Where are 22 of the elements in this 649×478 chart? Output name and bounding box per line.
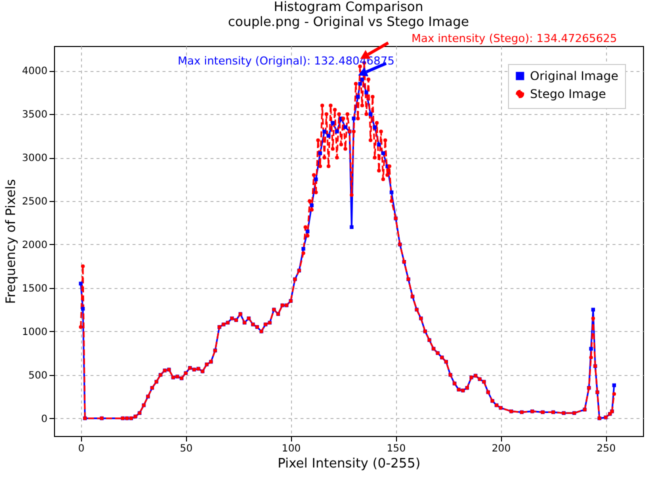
x-tick-label: 200 bbox=[492, 444, 511, 454]
x-tick-label: 250 bbox=[596, 444, 616, 454]
x-tick-label: 50 bbox=[180, 444, 193, 454]
text: Max intensity (Stego): 134.47265625 bbox=[412, 32, 617, 45]
x-tick-label: 0 bbox=[78, 444, 84, 454]
y-tick-label: 3500 bbox=[22, 110, 48, 121]
y-tick-label: 2500 bbox=[22, 196, 48, 208]
y-tick-label: 3000 bbox=[22, 153, 48, 164]
y-tick-label: 2000 bbox=[22, 240, 48, 251]
y-tick-label: 1000 bbox=[22, 326, 48, 338]
legend-label: Original Image bbox=[530, 69, 618, 83]
y-tick-label: 1500 bbox=[22, 283, 48, 294]
y-tick-label: 500 bbox=[28, 370, 48, 382]
y-tick-label: 0 bbox=[41, 414, 48, 425]
annotation: Max intensity (Original): 132.48046875 bbox=[178, 54, 395, 68]
x-tick-label: 150 bbox=[386, 444, 406, 454]
chart-title: Histogram Comparison couple.png - Original vs Stego Image bbox=[228, 0, 470, 30]
x-tick-label: 100 bbox=[282, 444, 301, 454]
x-axis-title: Pixel Intensity (0-255) bbox=[278, 456, 420, 472]
y-tick-label: 4000 bbox=[22, 66, 48, 78]
legend-label: Stego Image bbox=[530, 87, 606, 101]
y-axis-title: Frequency of Pixels bbox=[4, 178, 20, 304]
